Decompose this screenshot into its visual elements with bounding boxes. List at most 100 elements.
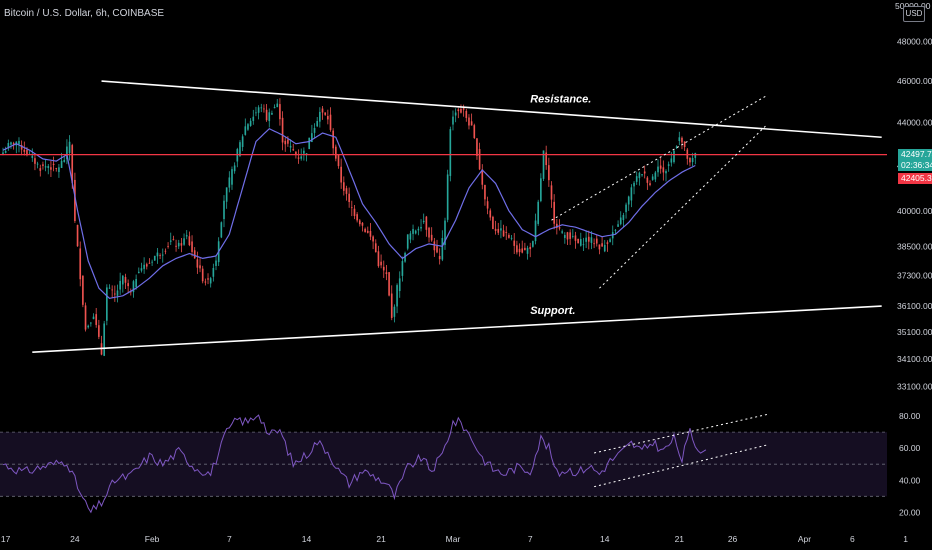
candle-body (545, 152, 548, 166)
candle-body (140, 268, 143, 271)
candle-body (172, 239, 175, 241)
candle-body (643, 171, 646, 174)
candle-body (556, 223, 558, 229)
candle-body (284, 140, 287, 145)
candle-body (374, 243, 377, 253)
candle-body (441, 238, 444, 260)
candle-body (542, 150, 545, 179)
candle-body (532, 241, 534, 247)
candle-body (651, 176, 654, 180)
candle-body (425, 216, 428, 230)
candle-body (659, 165, 662, 169)
candle-body (342, 182, 345, 191)
x-tick-label: 21 (376, 534, 386, 544)
candle-body (358, 220, 361, 225)
candle-body (87, 325, 90, 328)
candle-body (508, 234, 510, 238)
last-price-badge: 42497.74 02:36:34 (898, 148, 932, 171)
candle-body (10, 142, 12, 145)
currency-button[interactable]: USD (903, 6, 925, 22)
candle-body (143, 264, 145, 269)
candle-body (348, 193, 350, 203)
candle-body (137, 271, 140, 274)
candle-body (313, 128, 316, 133)
candle-body (633, 182, 635, 187)
osc-y-tick-label: 40.00 (899, 475, 921, 485)
candle-body (193, 250, 196, 259)
candle-body (79, 248, 82, 280)
candle-body (23, 149, 26, 152)
channel-lower-trendline[interactable] (599, 124, 768, 289)
candle-body (619, 217, 622, 225)
candle-body (169, 240, 172, 242)
candle-body (308, 137, 311, 150)
candle-body (90, 322, 92, 324)
countdown-label: 02:36:34 (901, 159, 932, 170)
candle-body (39, 168, 42, 171)
candle-body (361, 222, 364, 226)
resistance-trendline[interactable] (101, 80, 882, 139)
candle-body (601, 243, 603, 247)
candle-body (116, 290, 119, 296)
candle-body (345, 188, 348, 194)
candle-body (449, 129, 452, 176)
price-pane[interactable]: Resistance. Support. (0, 80, 887, 357)
candle-body (465, 110, 468, 119)
candle-body (649, 183, 651, 186)
candle-body (244, 126, 247, 135)
candle-body (260, 107, 263, 109)
candle-body (287, 139, 289, 144)
candle-body (665, 171, 667, 174)
time-axis[interactable]: 17 24 Feb 7 14 21 Mar 7 14 21 26 Apr 6 1 (1, 534, 908, 544)
candle-body (239, 142, 241, 156)
candle-body (225, 187, 228, 202)
candle-body (265, 109, 268, 121)
candle-body (558, 227, 561, 229)
candle-body (161, 254, 164, 256)
candle-body (553, 201, 555, 224)
candle-body (380, 261, 382, 266)
candle-body (641, 174, 643, 176)
candle-body (231, 169, 233, 185)
candle-body (58, 167, 60, 173)
candle-body (468, 117, 470, 126)
candle-body (114, 293, 116, 295)
candle-body (135, 278, 137, 288)
candle-body (577, 238, 579, 244)
candle-body (151, 261, 153, 263)
candle-body (422, 220, 425, 223)
candle-body (76, 224, 79, 247)
candle-body (82, 275, 84, 305)
oscillator-pane[interactable] (0, 413, 887, 514)
candle-body (279, 104, 281, 120)
candle-body (667, 164, 670, 166)
channel-upper-trendline[interactable] (551, 94, 768, 221)
candle-body (502, 230, 505, 237)
candle-body (540, 178, 542, 202)
candle-body (268, 112, 271, 122)
price-axis[interactable]: 50000.0048000.0046000.0044000.0042000.00… (895, 1, 932, 517)
y-tick-label: 46000.00 (897, 76, 932, 86)
candle-body (683, 141, 686, 147)
symbol-title: Bitcoin / U.S. Dollar, 6h, COINBASE (4, 8, 165, 19)
candle-body (119, 280, 121, 290)
candle-body (377, 251, 380, 267)
candle-body (52, 163, 55, 166)
candle-body (369, 230, 372, 237)
x-tick-label: 17 (1, 534, 11, 544)
x-tick-label: Apr (798, 534, 811, 544)
candle-body (646, 177, 649, 183)
candle-body (550, 185, 553, 200)
candle-body (106, 287, 108, 321)
candle-body (327, 116, 329, 120)
candle-body (201, 268, 204, 282)
candle-body (311, 133, 313, 142)
support-trendline[interactable] (32, 305, 882, 353)
candle-body (566, 232, 569, 240)
candle-body (428, 227, 430, 238)
candle-body (252, 116, 255, 121)
y-tick-label: 34100.00 (897, 354, 932, 364)
candle-body (228, 177, 231, 188)
candle-body (340, 166, 342, 183)
